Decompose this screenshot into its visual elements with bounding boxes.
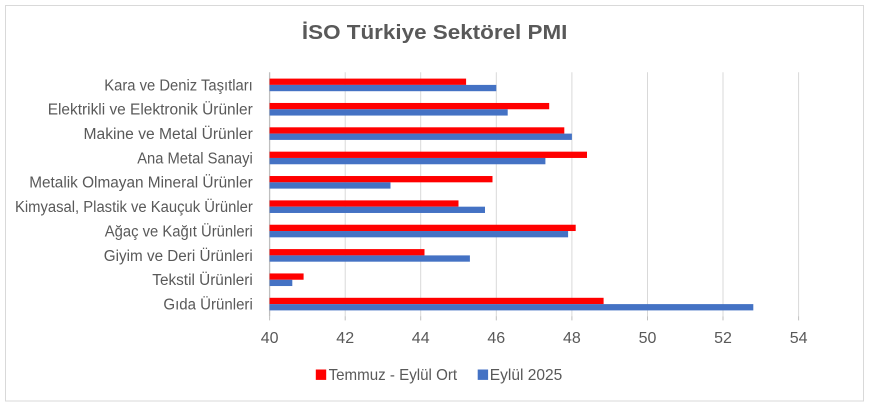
svg-text:Eylül 2025: Eylül 2025 [490, 367, 563, 384]
svg-text:46: 46 [487, 330, 505, 347]
svg-text:44: 44 [412, 330, 430, 347]
svg-text:Gıda Ürünleri: Gıda Ürünleri [163, 296, 252, 314]
svg-text:54: 54 [790, 330, 808, 347]
svg-text:48: 48 [563, 330, 581, 347]
svg-text:Temmuz - Eylül Ort: Temmuz - Eylül Ort [329, 367, 458, 384]
svg-text:Kara ve Deniz Taşıtları: Kara ve Deniz Taşıtları [104, 77, 253, 94]
svg-text:Giyim ve Deri Ürünleri: Giyim ve Deri Ürünleri [104, 247, 253, 265]
svg-text:Ana Metal Sanayi: Ana Metal Sanayi [137, 150, 253, 167]
svg-text:Elektrikli ve Elektronik Ürünl: Elektrikli ve Elektronik Ürünler [48, 101, 253, 119]
svg-text:Ağaç ve Kağıt Ürünleri: Ağaç ve Kağıt Ürünleri [105, 222, 253, 240]
svg-text:40: 40 [261, 330, 279, 347]
svg-text:İSO Türkiye Sektörel PMI: İSO Türkiye Sektörel PMI [302, 21, 568, 44]
svg-text:50: 50 [639, 330, 657, 347]
svg-text:Makine ve Metal Ürünler: Makine ve Metal Ürünler [84, 125, 253, 143]
svg-text:Metalik Olmayan Mineral Ürünle: Metalik Olmayan Mineral Ürünler [29, 174, 253, 192]
svg-text:Kimyasal, Plastik ve Kauçuk Ür: Kimyasal, Plastik ve Kauçuk Ürünler [15, 198, 253, 216]
svg-text:42: 42 [336, 330, 354, 347]
svg-text:52: 52 [714, 330, 732, 347]
svg-text:Tekstil Ürünleri: Tekstil Ürünleri [152, 271, 253, 289]
